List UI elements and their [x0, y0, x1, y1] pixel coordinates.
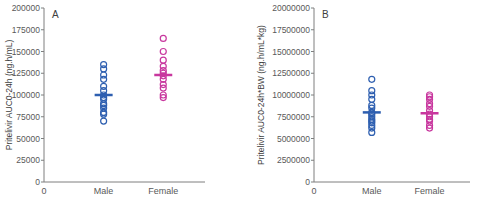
y-tick — [41, 116, 44, 117]
y-tick-label: 100000 — [12, 90, 41, 100]
y-tick — [311, 160, 314, 161]
y-tick-label: 75000 — [16, 112, 40, 122]
y-tick-label: 0 — [35, 177, 40, 187]
point — [427, 125, 433, 131]
y-tick-label: 17500000 — [272, 25, 310, 35]
mean-line — [421, 112, 439, 115]
y-tick-label: 175000 — [12, 25, 41, 35]
y-tick — [41, 182, 44, 183]
point — [160, 95, 166, 101]
mean-line — [95, 94, 113, 97]
y-tick-label: 5000000 — [277, 134, 310, 144]
panel-label: A — [52, 9, 59, 20]
x-tick-label: Male — [94, 186, 114, 196]
y-tick — [41, 73, 44, 74]
y-tick — [41, 29, 44, 30]
y-tick — [41, 95, 44, 96]
y-tick-label: 20000000 — [272, 3, 310, 13]
panel: 0 25000 50000 75000 100000 125000 150000 175000… — [4, 3, 205, 196]
x-tick-label: 0 — [311, 186, 316, 196]
y-tick — [311, 138, 314, 139]
y-tick — [311, 29, 314, 30]
panel: 0 2500000 5000000 7500000 10000000 12500000 15… — [256, 3, 470, 196]
mean-line — [154, 74, 172, 77]
mean-line — [363, 111, 381, 114]
y-tick — [311, 95, 314, 96]
y-tick — [311, 182, 314, 183]
y-tick — [311, 8, 314, 9]
point — [160, 85, 166, 91]
panel-label: B — [322, 9, 329, 20]
y-axis-label: Pritelivir AUC0-24h (ng.h/mL) — [4, 40, 14, 151]
y-tick — [41, 138, 44, 139]
point — [101, 66, 107, 72]
point — [101, 118, 107, 124]
x-axis — [44, 182, 205, 183]
chart-root: 0 25000 50000 75000 100000 125000 150000 175000… — [0, 0, 500, 200]
y-tick-label: 12500000 — [272, 68, 310, 78]
y-tick-label: 25000 — [16, 155, 40, 165]
y-tick-label: 0 — [305, 177, 310, 187]
x-tick-label: 0 — [41, 186, 46, 196]
y-tick-label: 200000 — [12, 3, 41, 13]
x-tick-label: Female — [148, 186, 178, 196]
y-tick-label: 125000 — [12, 68, 41, 78]
y-tick — [41, 51, 44, 52]
y-axis-label: Pritelivir AUC0-24h*BW (ng.h/mL*kg) — [256, 25, 266, 165]
x-tick-label: Male — [362, 186, 382, 196]
point — [101, 76, 107, 82]
x-axis — [314, 182, 470, 183]
y-tick-label: 7500000 — [277, 112, 310, 122]
y-tick-label: 2500000 — [277, 155, 310, 165]
point — [369, 76, 375, 82]
y-tick-label: 15000000 — [272, 47, 310, 57]
point — [160, 57, 166, 63]
marks — [95, 35, 173, 124]
y-tick-label: 150000 — [12, 47, 41, 57]
point — [160, 49, 166, 55]
y-tick — [41, 8, 44, 9]
marks — [363, 76, 439, 135]
y-tick — [41, 160, 44, 161]
y-tick — [311, 116, 314, 117]
y-tick — [311, 51, 314, 52]
point — [160, 35, 166, 41]
y-tick-label: 50000 — [16, 134, 40, 144]
point — [369, 96, 375, 102]
x-tick-label: Female — [415, 186, 445, 196]
point — [101, 111, 107, 117]
y-tick — [311, 73, 314, 74]
point — [369, 129, 375, 135]
y-tick-label: 10000000 — [272, 90, 310, 100]
